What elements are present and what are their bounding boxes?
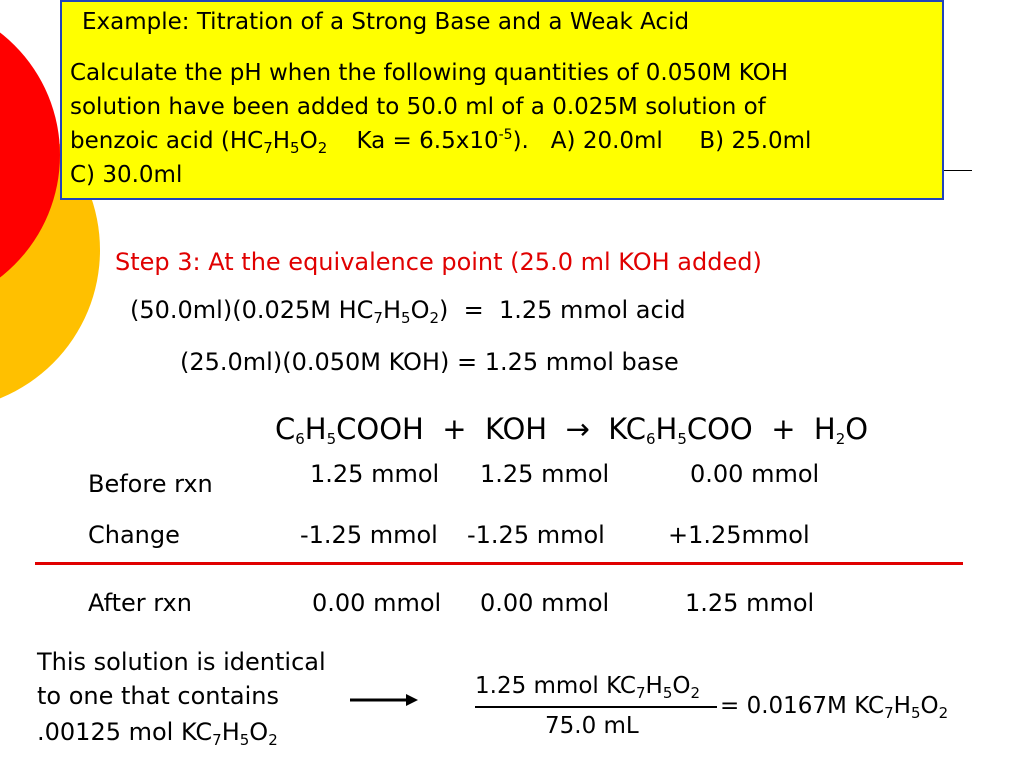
- change-value: +1.25mmol: [668, 521, 810, 549]
- text-segment: 5: [290, 139, 300, 157]
- before-label: Before rxn: [88, 470, 213, 498]
- problem-line-4: C) 30.0ml: [70, 162, 183, 188]
- concentration-result: = 0.0167M KC7H5O2: [720, 692, 949, 722]
- text-segment: O: [410, 296, 430, 324]
- conclusion-line-3: .00125 mol KC7H5O2: [37, 718, 278, 749]
- before-value: 0.00 mmol: [690, 460, 820, 488]
- text-segment: 5: [401, 309, 411, 327]
- fraction-denominator: 75.0 mL: [545, 713, 639, 739]
- problem-line-1: Calculate the pH when the following quan…: [70, 60, 788, 86]
- text-segment: H: [893, 693, 911, 719]
- before-value: 1.25 mmol: [480, 460, 610, 488]
- acid-mmol-line: (50.0ml)(0.025M HC7H5O2) = 1.25 mmol aci…: [130, 296, 686, 327]
- text-segment: 2: [938, 704, 949, 722]
- text-segment: 5: [326, 430, 337, 448]
- after-value: 0.00 mmol: [312, 589, 442, 617]
- step-heading: Step 3: At the equivalence point (25.0 m…: [115, 248, 762, 276]
- after-label: After rxn: [88, 589, 192, 617]
- text-segment: H: [382, 296, 402, 324]
- text-segment: O: [299, 128, 318, 154]
- text-segment: H: [304, 412, 327, 446]
- problem-line-2: solution have been added to 50.0 ml of a…: [70, 94, 766, 120]
- decorative-red-circle: [0, 32, 60, 278]
- text-segment: 7: [212, 731, 222, 749]
- text-segment: H: [272, 128, 291, 154]
- text-segment: 7: [263, 139, 273, 157]
- text-segment: O: [845, 412, 869, 446]
- text-segment: 7: [636, 684, 646, 702]
- text-segment: O: [249, 718, 269, 746]
- text-segment: H: [645, 673, 663, 699]
- text-segment: 5: [662, 684, 673, 702]
- text-segment: 2: [268, 731, 278, 749]
- text-segment: 6: [645, 430, 656, 448]
- fraction-numerator: 1.25 mmol KC7H5O2: [475, 672, 701, 702]
- text-segment: 5: [677, 430, 687, 448]
- text-segment: COO + H: [686, 412, 836, 446]
- text-segment: 1.25 mmol KC: [475, 673, 636, 699]
- text-segment: 7: [884, 704, 894, 722]
- text-segment: H: [655, 412, 678, 446]
- text-segment: Ka = 6.5x10: [327, 128, 499, 154]
- title-underline: [944, 170, 972, 171]
- conclusion-line-2: to one that contains: [37, 682, 279, 710]
- text-segment: 2: [317, 139, 328, 157]
- text-segment: .00125 mol KC: [37, 718, 213, 746]
- text-segment: 2: [429, 309, 439, 327]
- after-value: 0.00 mmol: [480, 589, 610, 617]
- text-segment: O: [672, 673, 691, 699]
- text-segment: -5: [498, 127, 513, 143]
- text-segment: = 0.0167M KC: [720, 693, 885, 719]
- problem-line-3: benzoic acid (HC7H5O2 Ka = 6.5x10-5). A)…: [70, 127, 812, 157]
- text-segment: ) = 1.25 mmol acid: [439, 296, 686, 324]
- change-label: Change: [88, 521, 180, 549]
- change-value: -1.25 mmol: [467, 521, 605, 549]
- text-segment: 2: [835, 430, 846, 448]
- change-value: -1.25 mmol: [300, 521, 438, 549]
- text-segment: benzoic acid (HC: [70, 128, 264, 154]
- table-divider: [35, 562, 963, 565]
- text-segment: C: [275, 412, 296, 446]
- text-segment: COOH + KOH → KC: [336, 412, 646, 446]
- text-segment: (50.0ml)(0.025M HC: [130, 296, 374, 324]
- reaction-equation: C6H5COOH + KOH → KC6H5COO + H2O: [275, 412, 869, 448]
- text-segment: 6: [295, 430, 305, 448]
- text-segment: 7: [373, 309, 383, 327]
- right-arrow-icon: [350, 694, 418, 706]
- text-segment: ). A) 20.0ml B) 25.0ml: [512, 128, 812, 154]
- text-segment: O: [920, 693, 939, 719]
- problem-title: Example: Titration of a Strong Base and …: [82, 9, 690, 35]
- text-segment: H: [221, 718, 240, 746]
- before-value: 1.25 mmol: [310, 460, 440, 488]
- base-mmol-line: (25.0ml)(0.050M KOH) = 1.25 mmol base: [180, 348, 679, 376]
- after-value: 1.25 mmol: [685, 589, 815, 617]
- problem-box: Example: Titration of a Strong Base and …: [60, 0, 944, 200]
- text-segment: 2: [690, 684, 701, 702]
- text-segment: 5: [239, 731, 250, 749]
- conclusion-line-1: This solution is identical: [37, 648, 326, 676]
- fraction-bar: [475, 706, 717, 708]
- text-segment: 5: [910, 704, 921, 722]
